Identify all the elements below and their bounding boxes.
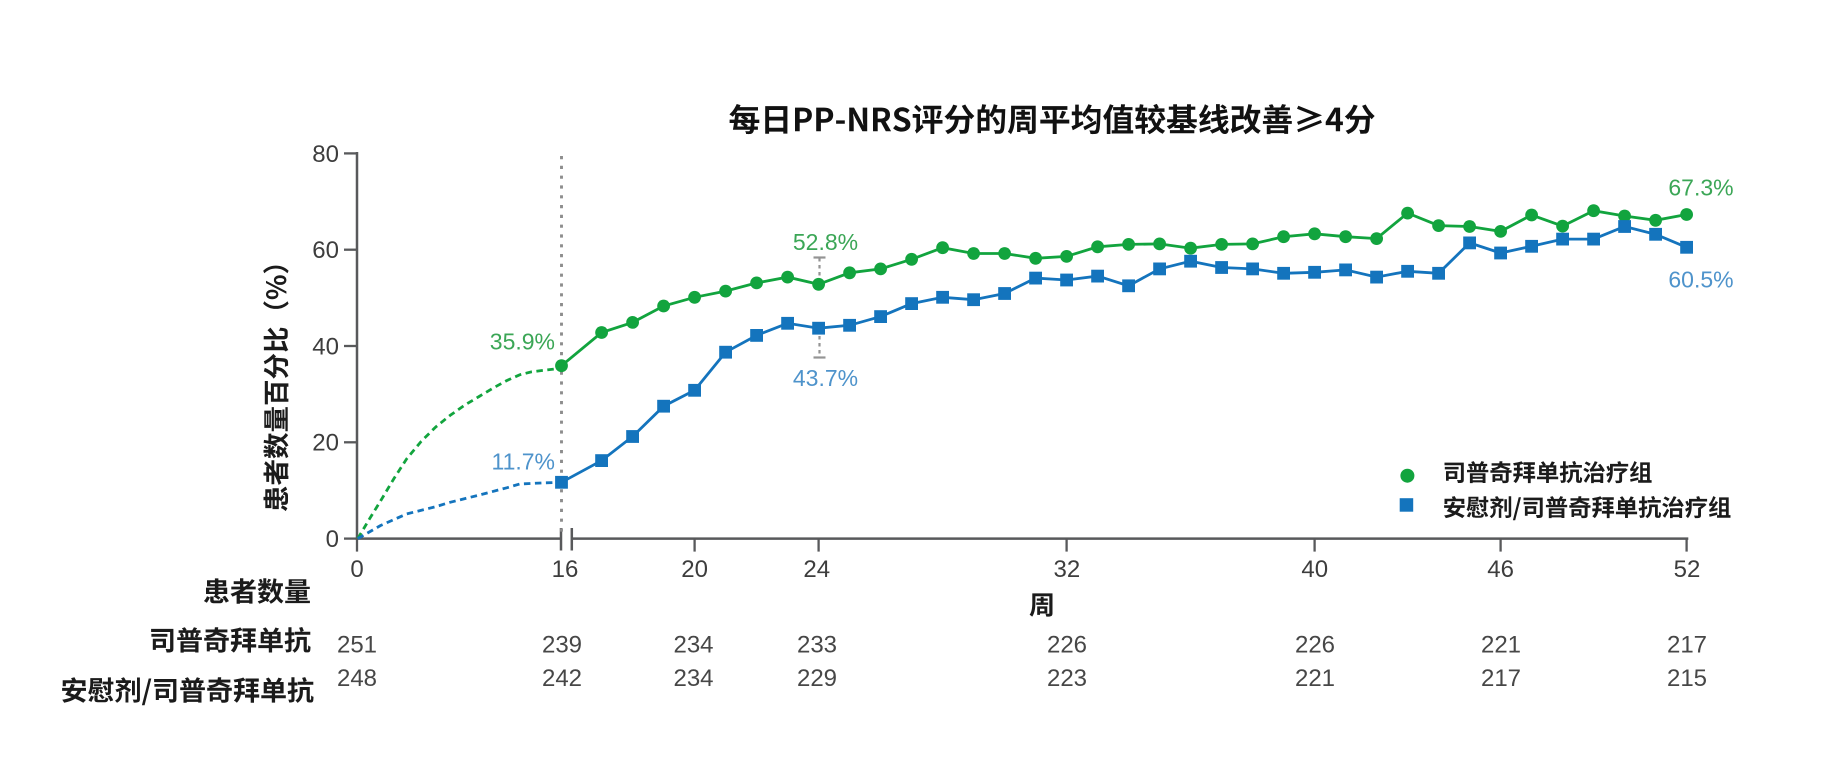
svg-text:43.7%: 43.7% bbox=[793, 365, 858, 391]
svg-text:16: 16 bbox=[552, 556, 579, 583]
svg-text:217: 217 bbox=[1481, 665, 1521, 692]
svg-text:242: 242 bbox=[542, 665, 582, 692]
svg-text:217: 217 bbox=[1667, 631, 1707, 658]
svg-text:20: 20 bbox=[681, 556, 708, 583]
svg-text:40: 40 bbox=[312, 333, 339, 360]
svg-text:0: 0 bbox=[350, 556, 363, 583]
svg-text:234: 234 bbox=[673, 665, 713, 692]
svg-text:52.8%: 52.8% bbox=[793, 229, 858, 255]
svg-text:20: 20 bbox=[312, 430, 339, 457]
svg-text:248: 248 bbox=[337, 665, 377, 692]
svg-text:60: 60 bbox=[312, 237, 339, 264]
svg-text:24: 24 bbox=[803, 556, 830, 583]
svg-text:229: 229 bbox=[797, 665, 837, 692]
svg-text:221: 221 bbox=[1481, 631, 1521, 658]
svg-text:226: 226 bbox=[1295, 631, 1335, 658]
svg-text:11.7%: 11.7% bbox=[491, 448, 555, 474]
svg-text:221: 221 bbox=[1295, 665, 1335, 692]
svg-text:35.9%: 35.9% bbox=[490, 328, 555, 354]
svg-text:80: 80 bbox=[312, 141, 339, 168]
svg-text:226: 226 bbox=[1047, 631, 1087, 658]
svg-text:234: 234 bbox=[673, 631, 713, 658]
svg-text:46: 46 bbox=[1487, 556, 1514, 583]
svg-text:0: 0 bbox=[326, 526, 339, 553]
svg-text:67.3%: 67.3% bbox=[1668, 174, 1733, 200]
svg-text:233: 233 bbox=[797, 631, 837, 658]
svg-text:40: 40 bbox=[1301, 556, 1328, 583]
svg-text:32: 32 bbox=[1054, 556, 1081, 583]
svg-text:223: 223 bbox=[1047, 665, 1087, 692]
svg-text:52: 52 bbox=[1674, 556, 1701, 583]
svg-text:215: 215 bbox=[1667, 665, 1707, 692]
svg-text:251: 251 bbox=[337, 631, 377, 658]
svg-text:60.5%: 60.5% bbox=[1668, 266, 1733, 292]
svg-text:239: 239 bbox=[542, 631, 582, 658]
